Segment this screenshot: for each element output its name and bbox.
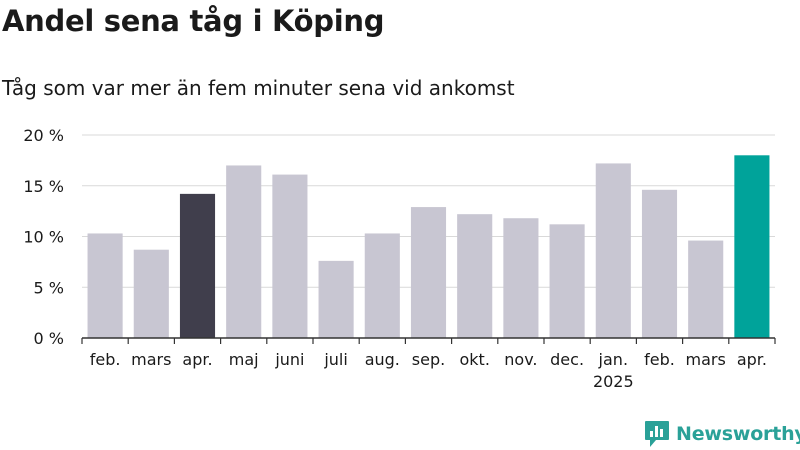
- x-tick-label: juli: [323, 350, 347, 369]
- x-tick-label: nov.: [504, 350, 537, 369]
- x-tick-label: okt.: [459, 350, 489, 369]
- bar: [133, 249, 169, 338]
- x-tick-label: mars: [131, 350, 171, 369]
- brand-name: Newsworthy: [676, 423, 800, 445]
- y-tick-label: 0 %: [34, 329, 64, 348]
- bar: [318, 260, 354, 338]
- bar: [364, 233, 400, 338]
- x-tick-label: sep.: [412, 350, 445, 369]
- bar: [410, 207, 447, 338]
- x-tick-label: jan.: [598, 350, 628, 369]
- newsworthy-logo-icon: [645, 421, 669, 447]
- x-tick-label: dec.: [550, 350, 584, 369]
- bar: [87, 233, 123, 338]
- x-tick-label: mars: [686, 350, 726, 369]
- bar: [457, 214, 493, 338]
- chart-title: Andel sena tåg i Köping: [2, 4, 385, 38]
- bar: [179, 193, 216, 338]
- y-tick-label: 15 %: [23, 177, 64, 196]
- bar: [503, 218, 539, 338]
- y-tick-label: 20 %: [23, 126, 64, 145]
- x-tick-label: aug.: [365, 350, 400, 369]
- bar: [688, 240, 724, 338]
- x-tick-label: apr.: [182, 350, 212, 369]
- bar: [641, 189, 678, 338]
- bar: [272, 174, 308, 338]
- x-tick-label: feb.: [644, 350, 675, 369]
- y-tick-label: 10 %: [23, 228, 64, 247]
- chart-subtitle: Tåg som var mer än fem minuter sena vid …: [2, 76, 515, 100]
- x-tick-label: maj: [229, 350, 259, 369]
- bar: [734, 155, 770, 338]
- x-tick-label: feb.: [90, 350, 121, 369]
- newsworthy-logo: Newsworthy: [644, 420, 800, 448]
- x-tick-label: apr.: [737, 350, 767, 369]
- bar: [226, 165, 262, 338]
- year-label: 2025: [593, 372, 634, 391]
- x-tick-label: juni: [274, 350, 304, 369]
- y-tick-label: 5 %: [34, 278, 64, 297]
- bar: [595, 163, 631, 338]
- bar: [549, 224, 585, 338]
